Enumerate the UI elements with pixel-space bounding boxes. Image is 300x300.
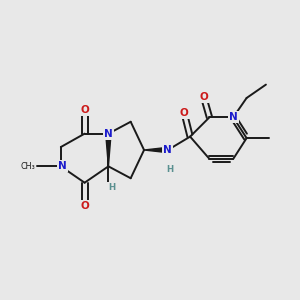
Text: N: N xyxy=(229,112,238,122)
Text: N: N xyxy=(164,145,172,155)
Text: H: H xyxy=(166,165,173,174)
Text: CH₃: CH₃ xyxy=(21,162,36,171)
Text: O: O xyxy=(80,105,89,115)
Polygon shape xyxy=(144,147,168,153)
Text: N: N xyxy=(58,161,67,171)
Text: O: O xyxy=(199,92,208,101)
Text: O: O xyxy=(80,202,89,212)
Text: O: O xyxy=(180,108,189,118)
Polygon shape xyxy=(106,134,111,166)
Text: H: H xyxy=(108,183,115,192)
Text: N: N xyxy=(104,129,113,139)
